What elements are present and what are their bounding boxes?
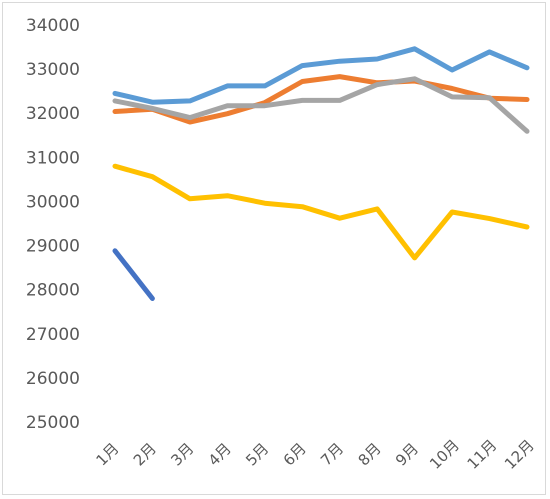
y-axis: 25000 26000 27000 28000 29000 30000 31000 32000…	[26, 16, 80, 433]
series-line-3	[112, 76, 530, 134]
series-group	[112, 46, 530, 301]
x-tick-label: 5月	[242, 439, 272, 469]
x-tick-label: 11月	[464, 436, 501, 473]
x-tick-label: 6月	[280, 439, 310, 469]
x-tick-label: 2月	[130, 439, 160, 469]
x-tick-label: 10月	[426, 436, 463, 473]
x-tick-label: 1月	[92, 439, 122, 469]
chart-frame	[2, 2, 546, 495]
y-tick-label: 33000	[26, 60, 80, 80]
x-tick-label: 4月	[205, 439, 235, 469]
y-tick-label: 34000	[26, 16, 80, 36]
x-tick-label: 9月	[392, 439, 422, 469]
y-tick-label: 30000	[26, 192, 80, 212]
series-line-4	[112, 163, 530, 261]
y-tick-label: 31000	[26, 148, 80, 168]
y-tick-label: 27000	[26, 325, 80, 345]
y-tick-label: 28000	[26, 281, 80, 301]
x-axis: 1月 2月 3月 4月 5月 6月 7月 8月 9月 10月 11月 12月	[92, 436, 537, 473]
series-line-2	[112, 74, 530, 125]
x-tick-label: 3月	[167, 439, 197, 469]
series-line-5	[112, 248, 155, 301]
x-tick-label: 8月	[355, 439, 385, 469]
y-tick-label: 25000	[26, 413, 80, 433]
series-line-1	[112, 46, 530, 105]
x-tick-label: 12月	[501, 436, 538, 473]
y-tick-label: 32000	[26, 104, 80, 124]
x-tick-label: 7月	[317, 439, 347, 469]
y-tick-label: 29000	[26, 237, 80, 257]
y-tick-label: 26000	[26, 369, 80, 389]
